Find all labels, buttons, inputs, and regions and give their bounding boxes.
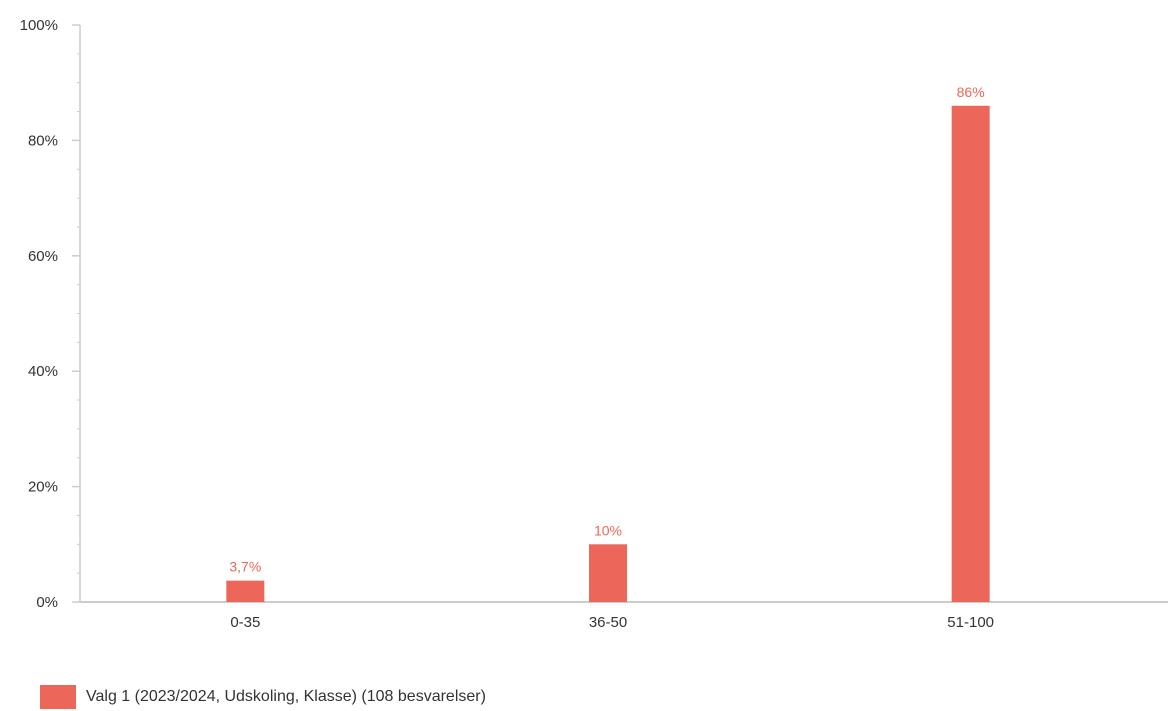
x-tick-label: 0-35 [230, 614, 260, 631]
bar[interactable] [589, 544, 627, 602]
bars: 3,7% 10% 86% [226, 84, 990, 602]
bar[interactable] [951, 105, 990, 602]
bar-value-label: 10% [594, 522, 622, 538]
legend[interactable]: Valg 1 (2023/2024, Udskoling, Klasse) (1… [40, 685, 486, 709]
bar-value-label: 3,7% [229, 559, 261, 575]
y-tick-label: 40% [28, 363, 58, 380]
x-tick-label: 51-100 [947, 614, 994, 631]
x-tick-label: 36-50 [589, 614, 627, 631]
x-axis: 0-35 36-50 51-100 [80, 601, 1168, 631]
bar[interactable] [226, 580, 265, 602]
y-tick-label: 80% [28, 132, 58, 149]
y-axis: 0% 20% 40% 60% 80% 100% [20, 17, 81, 611]
bar-chart: 0% 20% 40% 60% 80% 100% 0-35 36-50 51-100 3,7% 1… [20, 17, 1168, 631]
y-tick-label: 20% [28, 479, 58, 496]
bar-value-label: 86% [957, 84, 985, 100]
y-tick-label: 60% [28, 248, 58, 265]
y-tick-label: 0% [36, 594, 58, 611]
legend-swatch [40, 685, 76, 709]
y-tick-label: 100% [20, 17, 58, 34]
legend-label: Valg 1 (2023/2024, Udskoling, Klasse) (1… [86, 688, 486, 705]
